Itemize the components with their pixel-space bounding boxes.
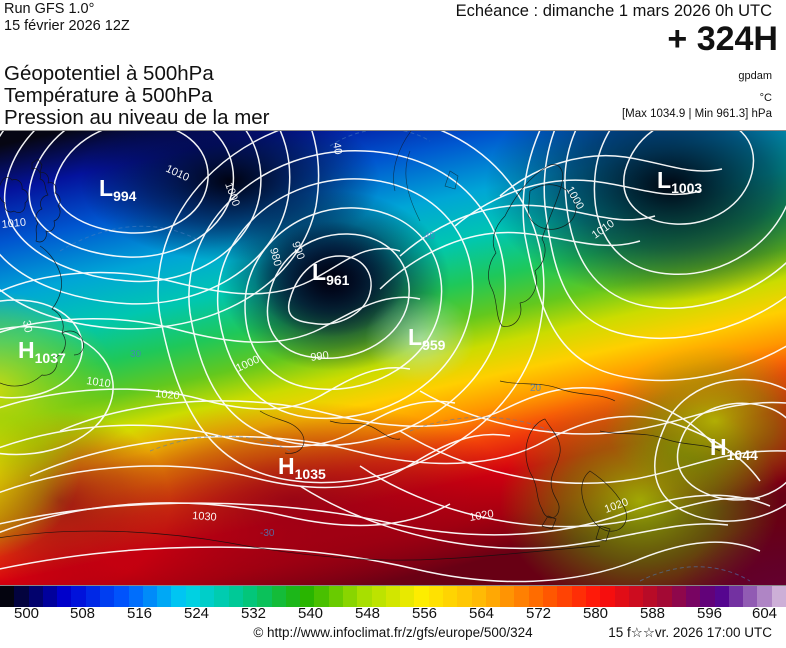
svg-text:1020: 1020 <box>468 508 494 524</box>
svg-text:1020: 1020 <box>155 388 180 402</box>
svg-text:1010: 1010 <box>590 218 617 242</box>
svg-text:1010: 1010 <box>164 163 191 184</box>
svg-text:990: 990 <box>310 350 330 364</box>
svg-text:1000: 1000 <box>234 353 261 374</box>
svg-text:980: 980 <box>267 247 283 268</box>
svg-text:1030: 1030 <box>192 510 217 524</box>
svg-text:1000: 1000 <box>563 185 586 212</box>
svg-text:1010: 1010 <box>1 216 27 230</box>
svg-text:30: 30 <box>130 349 142 360</box>
svg-text:-30: -30 <box>260 528 275 539</box>
svg-text:1020: 1020 <box>603 496 630 516</box>
svg-text:1010: 1010 <box>86 375 112 390</box>
svg-text:40: 40 <box>424 231 436 242</box>
svg-text:990: 990 <box>289 240 307 261</box>
svg-text:1000: 1000 <box>222 181 242 208</box>
svg-text:20: 20 <box>530 383 542 394</box>
svg-text:30: 30 <box>20 319 34 333</box>
svg-text:40: 40 <box>330 141 344 155</box>
